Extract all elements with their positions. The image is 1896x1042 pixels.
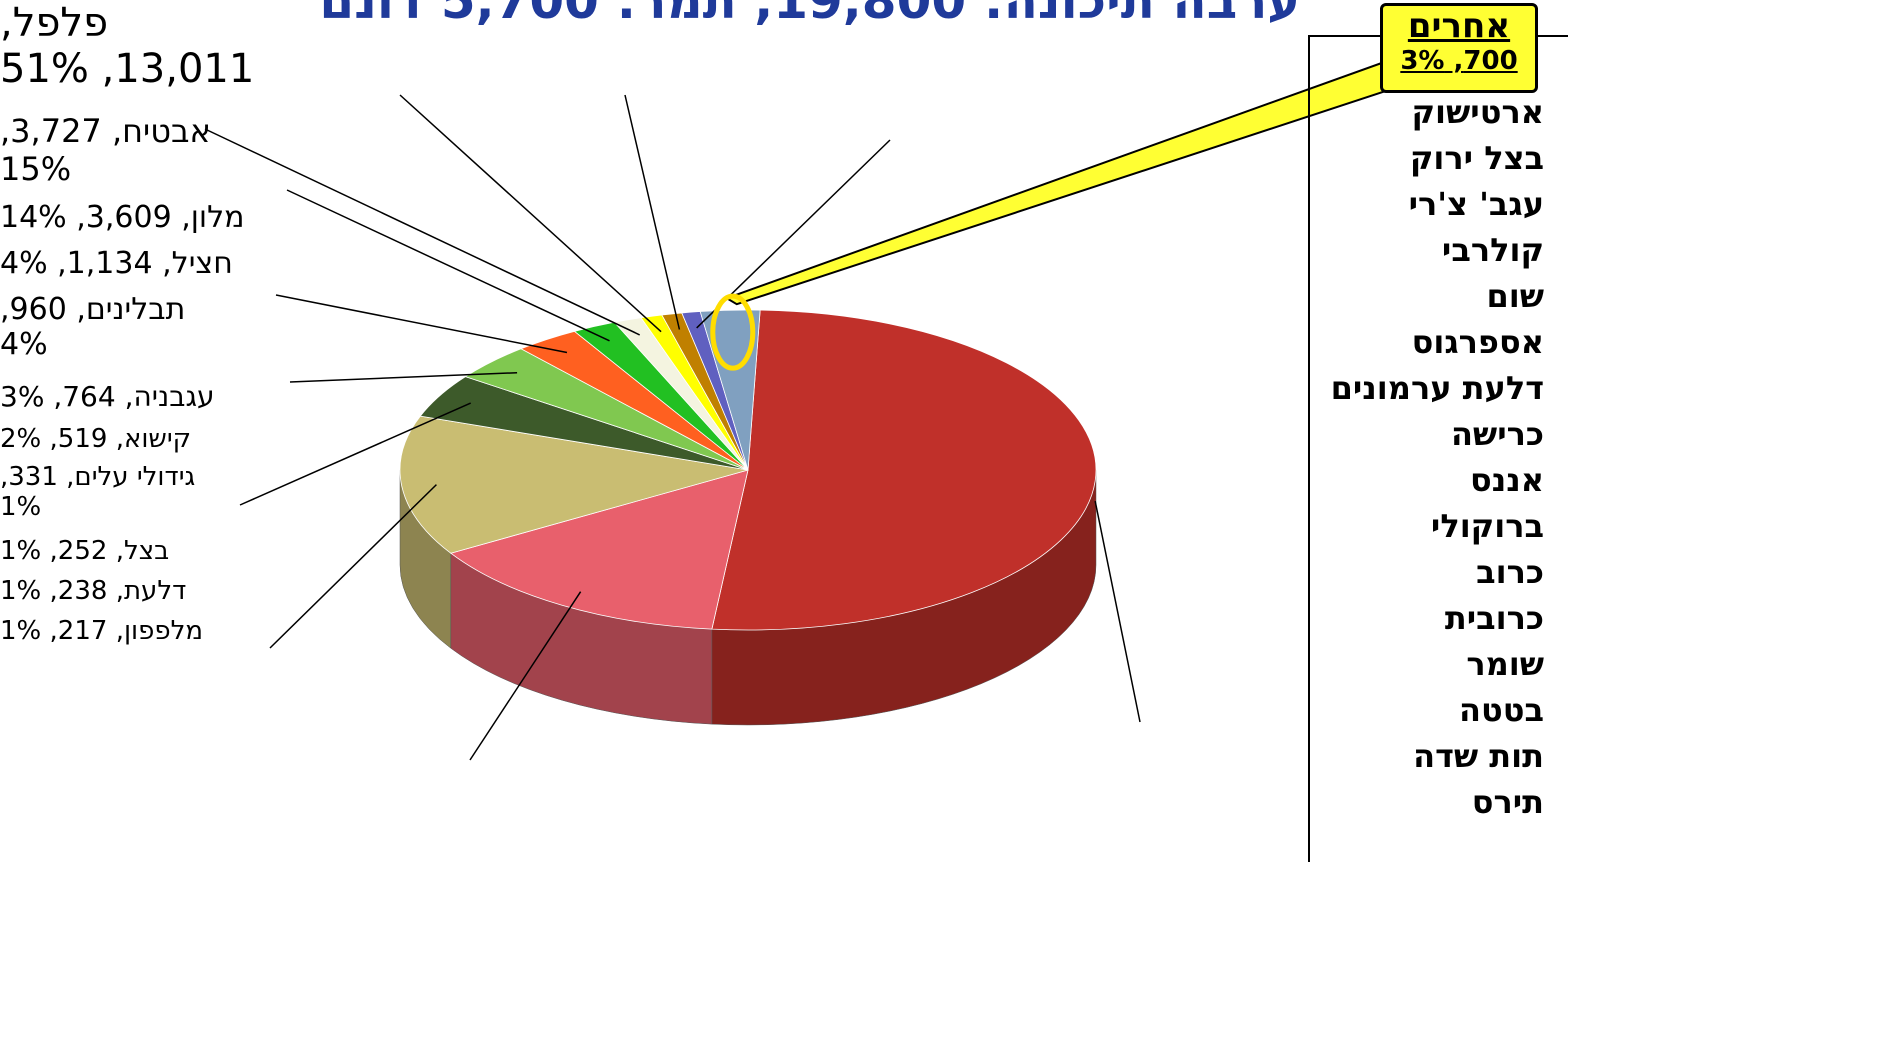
legend-item: כרובית bbox=[1310, 595, 1568, 641]
legend-item: שום bbox=[1310, 273, 1568, 319]
legend-item: תירס bbox=[1310, 779, 1568, 825]
legend-item: ארטישוק bbox=[1310, 89, 1568, 135]
legend-item: שומר bbox=[1310, 641, 1568, 687]
legend-item: עגב' צ'רי bbox=[1310, 181, 1568, 227]
callout-line bbox=[1095, 501, 1140, 722]
callout-line bbox=[625, 95, 679, 329]
legend-item: כרוב bbox=[1310, 549, 1568, 595]
legend-item: בטטה bbox=[1310, 687, 1568, 733]
legend-item: בצל ירוק bbox=[1310, 135, 1568, 181]
legend-item: אננס bbox=[1310, 457, 1568, 503]
legend-title: אחרים bbox=[1383, 6, 1535, 46]
data-label: 700, 3% bbox=[1383, 46, 1535, 76]
legend-item: דלעת ערמונים bbox=[1310, 365, 1568, 411]
legend-item: כרישה bbox=[1310, 411, 1568, 457]
legend-item: ברוקולי bbox=[1310, 503, 1568, 549]
legend-item: קולרבי bbox=[1310, 227, 1568, 273]
chart bbox=[0, 0, 1896, 1042]
chart-title: ערבה תיכונה: 19,800, תמר: 5,700 דונם bbox=[260, 0, 1360, 30]
others-pointer bbox=[727, 60, 1395, 304]
callout-line bbox=[400, 95, 661, 332]
others-label: אחרים 700, 3% bbox=[1380, 3, 1538, 93]
callout-line bbox=[287, 190, 610, 341]
callout-line bbox=[205, 129, 640, 335]
page: ערבה תיכונה: 19,800, תמר: 5,700 דונם ארט… bbox=[0, 0, 1896, 1042]
legend-item: אספרגוס bbox=[1310, 319, 1568, 365]
callout-line bbox=[276, 295, 567, 352]
legend-item: תות שדה bbox=[1310, 733, 1568, 779]
